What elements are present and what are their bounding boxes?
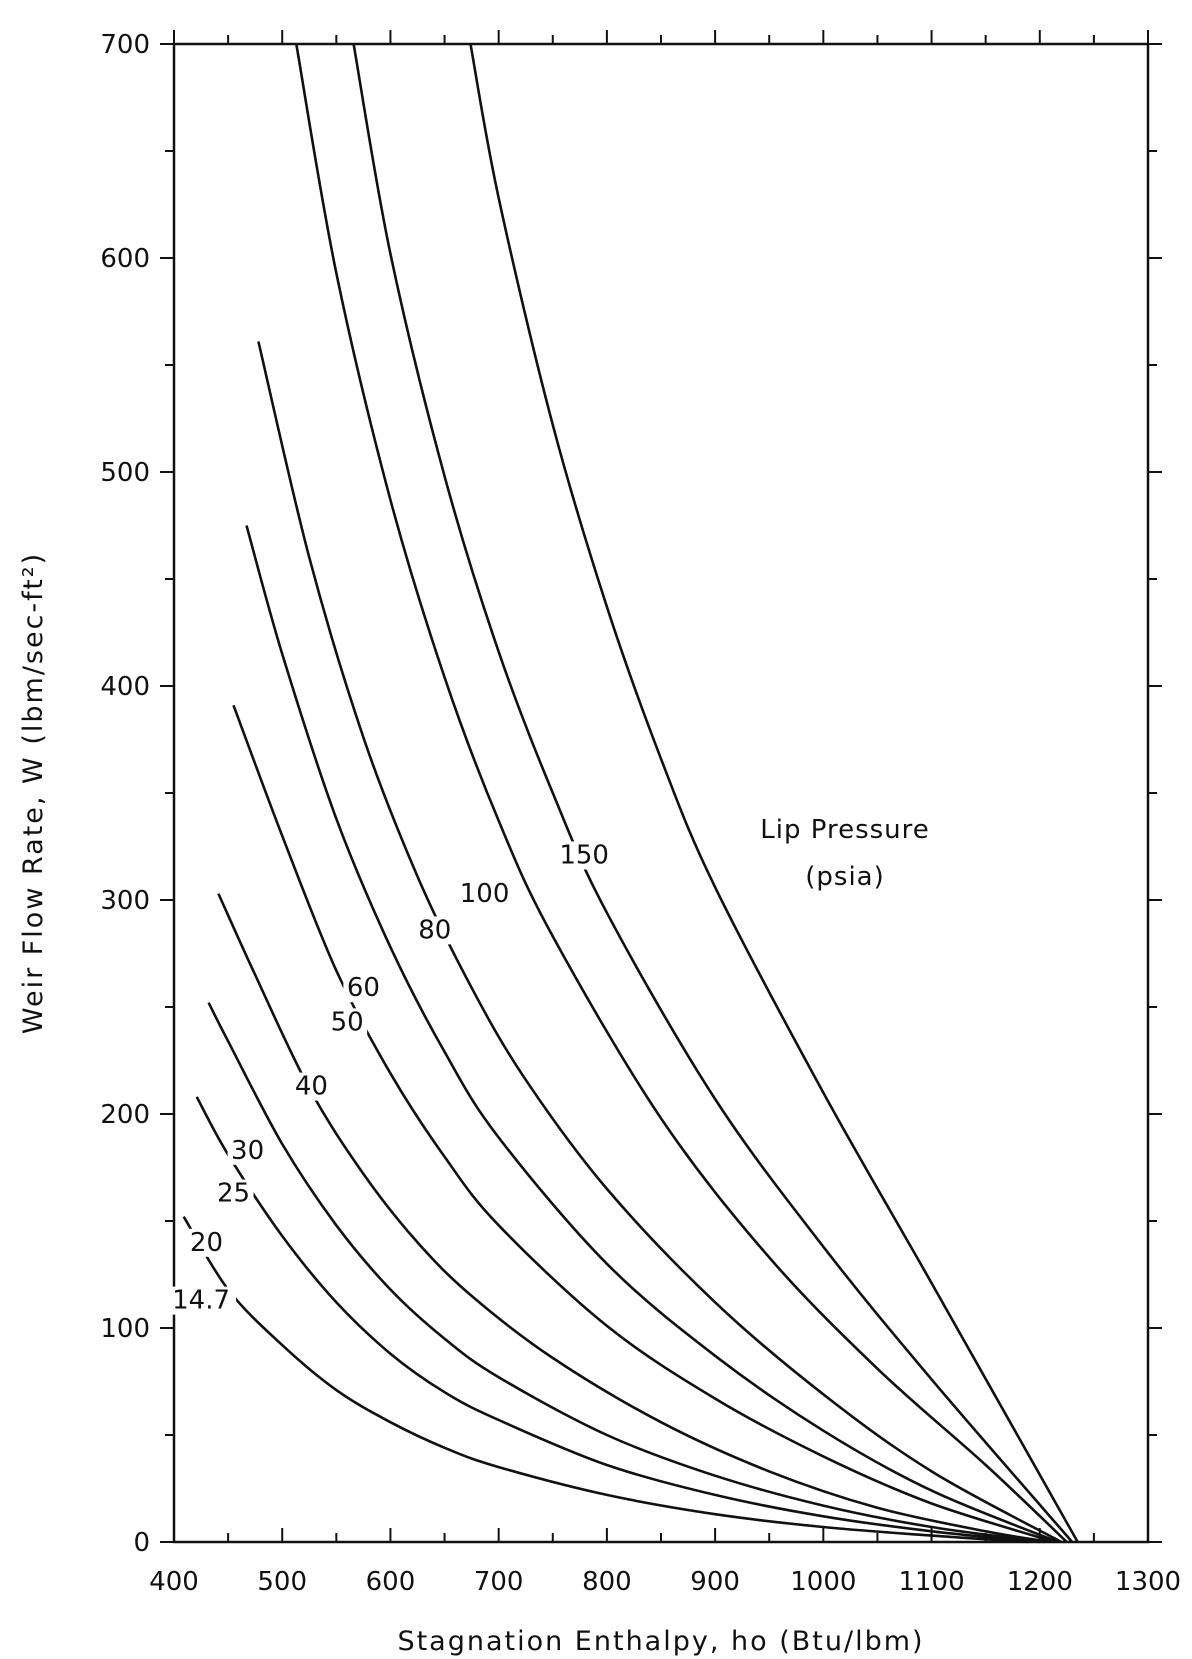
y-tick-label: 100 — [100, 1314, 150, 1344]
y-tick-label: 400 — [100, 672, 150, 702]
curve-label: 14.7 — [172, 1286, 230, 1316]
curve-20 — [195, 1096, 1040, 1544]
y-tick-label: 300 — [100, 886, 150, 916]
curve-label-bg — [166, 1286, 237, 1315]
x-tick-label: 400 — [149, 1567, 199, 1597]
curve-40 — [232, 704, 1056, 1544]
x-tick-label: 800 — [582, 1567, 632, 1597]
y-tick-label: 500 — [100, 458, 150, 488]
curve-label-bg — [227, 1136, 268, 1165]
tick-labels: 400 500 600 700 800 900 1000 1100 1200 1300 0 100 20… — [100, 30, 1181, 1597]
curve-label: 150 — [559, 840, 609, 870]
curve-25 — [207, 1002, 1046, 1544]
curve-label: 20 — [190, 1228, 223, 1258]
x-tick-label: 1300 — [1115, 1567, 1181, 1597]
x-tick-label: 700 — [474, 1567, 524, 1597]
x-tick-label: 500 — [257, 1567, 307, 1597]
curve-label: 30 — [231, 1136, 264, 1166]
y-tick-label: 600 — [100, 244, 150, 274]
curve-150 — [469, 43, 1079, 1543]
curve-label-bg — [327, 1008, 368, 1037]
curve-label-bg — [186, 1228, 227, 1257]
curve-label: 80 — [418, 915, 451, 945]
x-tick-label: 900 — [690, 1567, 740, 1597]
y-tick-label: 0 — [133, 1528, 150, 1558]
curve-60 — [257, 341, 1063, 1544]
curve-label: 25 — [217, 1179, 250, 1209]
x-axis-label: Stagnation Enthalpy, ho (Btu/lbm) — [397, 1626, 924, 1657]
y-tick-label: 700 — [100, 30, 150, 60]
curve-label: 50 — [331, 1007, 364, 1037]
curve-label-bg — [556, 841, 612, 870]
x-tick-label: 1000 — [790, 1567, 856, 1597]
curve-label-bg — [457, 880, 513, 908]
curve-label: 60 — [347, 973, 380, 1003]
curve-50 — [245, 525, 1059, 1544]
y-tick-label: 200 — [100, 1100, 150, 1130]
curve-label-bg — [213, 1179, 254, 1208]
curve-labels: 14.7 20 25 30 40 50 60 80 100 150 — [166, 840, 612, 1316]
curve-label: 100 — [460, 879, 510, 909]
curves-layer — [182, 43, 1079, 1544]
legend-subtitle: (psia) — [805, 862, 885, 892]
curve-30 — [217, 893, 1051, 1544]
axis-ticks — [160, 30, 1162, 1543]
x-tick-label: 1100 — [898, 1567, 964, 1597]
x-tick-label: 1200 — [1007, 1567, 1073, 1597]
curve-80 — [295, 43, 1068, 1543]
curve-label-bg — [414, 916, 455, 945]
curve-100 — [352, 43, 1074, 1543]
legend-title: Lip Pressure — [760, 815, 930, 845]
x-tick-label: 600 — [366, 1567, 416, 1597]
plot-frame — [172, 42, 1150, 1544]
y-axis-label: Weir Flow Rate, W (lbm/sec-ft²) — [18, 552, 49, 1034]
curve-label-bg — [291, 1072, 332, 1101]
curve-14-7 — [182, 1216, 1030, 1544]
curve-label: 40 — [295, 1072, 328, 1102]
curve-label-bg — [343, 974, 384, 1003]
